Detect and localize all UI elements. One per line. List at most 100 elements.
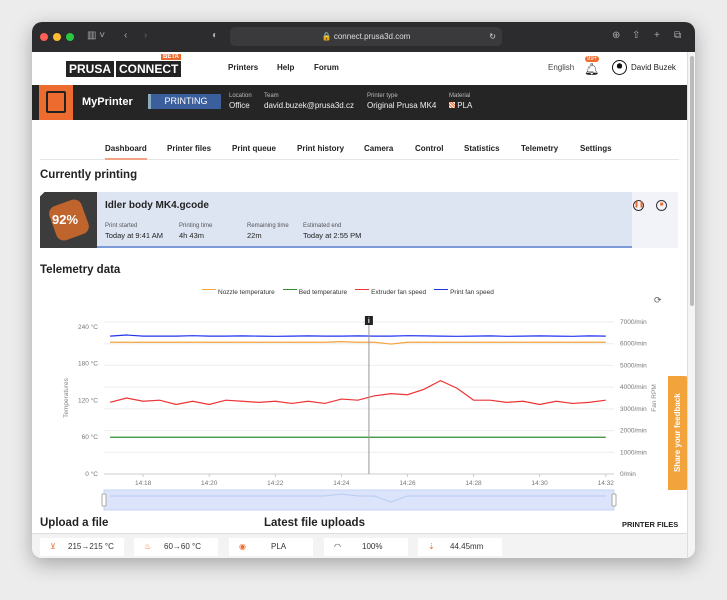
nozzle-status: ⊻ 215→215 °C (40, 538, 124, 556)
close-window-button[interactable] (40, 33, 48, 41)
forward-icon[interactable]: › (144, 30, 148, 41)
nozzle-icon: ⊻ (50, 542, 56, 551)
legend-marker-icon (282, 289, 297, 295)
type-label: Printer type (367, 93, 398, 99)
status-bar: ⊻ 215→215 °C ♨ 60→60 °C ◉ PLA ◠ 100% ⇣ 44.45m… (32, 533, 687, 558)
legend-item[interactable]: Nozzle temperature (202, 289, 275, 296)
logo[interactable]: PRUSA CONNECT (66, 61, 182, 77)
user-name[interactable]: David Buzek (631, 63, 676, 72)
tab-print-queue[interactable]: Print queue (232, 144, 277, 153)
job-file-name: Idler body MK4.gcode (105, 200, 209, 211)
x-tick-label: 14:32 (598, 480, 615, 487)
nav-printers[interactable]: Printers (228, 63, 259, 72)
job-field: Printing time 4h 43m (179, 223, 212, 240)
sidebar-icon[interactable]: ▥ ˅ (87, 30, 106, 41)
navigator-handle-right[interactable] (611, 493, 617, 507)
legend-item[interactable]: Print fan speed (434, 289, 494, 296)
refresh-icon[interactable]: ⟳ (654, 295, 662, 305)
tab-statistics[interactable]: Statistics (464, 144, 500, 153)
notification-count: 99+ (585, 56, 600, 62)
legend-item[interactable]: Bed temperature (282, 289, 347, 296)
reload-icon[interactable]: ↻ (489, 32, 496, 41)
feedback-label: Share your feedback (673, 393, 682, 473)
speed-value: 100% (362, 542, 383, 551)
team: Team david.buzek@prusa3d.cz (264, 93, 354, 110)
bed-status: ♨ 60→60 °C (134, 538, 218, 556)
y2-tick-label: 2000/min (620, 428, 647, 435)
x-tick-label: 14:24 (333, 480, 350, 487)
navigator-handle-left[interactable] (101, 493, 107, 507)
tab-dashboard[interactable]: Dashboard (105, 144, 147, 160)
share-icon[interactable]: ⇧ (632, 30, 641, 41)
material-label: Material (449, 93, 471, 99)
maximize-window-button[interactable] (66, 33, 74, 41)
material-value: PLA (457, 101, 473, 110)
site-header: PRUSA CONNECT BETA Printers Help Forum En… (32, 52, 687, 85)
stop-button[interactable]: ■ (656, 200, 667, 211)
z-value: 44.45mm (450, 542, 484, 551)
tabs-icon[interactable]: ⧉ (674, 30, 682, 41)
shield-icon[interactable]: ◐ (212, 30, 219, 41)
location-label: Location (229, 93, 252, 99)
tab-printer-files[interactable]: Printer files (167, 144, 212, 153)
new-tab-icon[interactable]: + (654, 30, 660, 41)
browser-toolbar: ▥ ˅ ‹ › ◐ 🔒 connect.prusa3d.com ↻ ⊕ ⇧ + ⧉ (32, 22, 695, 52)
telemetry-chart: 0/min 1000/min 2000/min 3000/min 4000/min 500… (63, 316, 658, 511)
printer-name: MyPrinter (82, 96, 133, 108)
browser-window: ▥ ˅ ‹ › ◐ 🔒 connect.prusa3d.com ↻ ⊕ ⇧ + ⧉… (32, 22, 695, 558)
tab-control[interactable]: Control (415, 144, 444, 153)
printer-files-link[interactable]: PRINTER FILES (622, 520, 679, 529)
y-axis-label: Temperatures (63, 377, 70, 417)
avatar[interactable] (612, 60, 627, 75)
x-tick-label: 14:22 (267, 480, 284, 487)
series-line-1 (110, 341, 606, 345)
tab-camera[interactable]: Camera (364, 144, 394, 153)
printer-icon (39, 85, 73, 120)
job-field: Remaining time 22m (247, 223, 289, 240)
y2-tick-label: 3000/min (620, 406, 647, 413)
field-label: Remaining time (247, 223, 289, 229)
logo-connect: CONNECT (116, 61, 182, 77)
location-value: Office (229, 101, 250, 110)
y2-tick-label: 1000/min (620, 449, 647, 456)
spool-icon: ◉ (239, 542, 246, 551)
feedback-button[interactable]: Share your feedback (668, 376, 687, 490)
tab-settings[interactable]: Settings (580, 144, 612, 153)
location: Location Office (229, 93, 252, 110)
legend-item[interactable]: Extruder fan speed (355, 289, 426, 296)
download-icon[interactable]: ⊕ (612, 30, 621, 41)
nav-forum[interactable]: Forum (314, 63, 339, 72)
y-tick-label: 60 °C (82, 433, 99, 441)
current-job-card: 92% Idler body MK4.gcode Print started To… (40, 192, 678, 248)
pause-button[interactable]: ❚❚ (633, 200, 644, 211)
tab-bar: Dashboard Printer files Print queue Prin… (40, 140, 679, 160)
info-icon-label: i (368, 318, 370, 325)
tab-print-history[interactable]: Print history (297, 144, 345, 153)
page-scrollbar[interactable] (687, 52, 695, 558)
nav-help[interactable]: Help (277, 63, 295, 72)
printer-bar: MyPrinter PRINTING Location Office Team da… (32, 85, 687, 120)
material-status: ◉ PLA (229, 538, 313, 556)
field-label: Estimated end (303, 223, 342, 229)
tab-telemetry[interactable]: Telemetry (521, 144, 559, 153)
x-tick-label: 14:26 (399, 480, 416, 487)
chart-legend: Nozzle temperature Bed temperature Extru… (202, 289, 494, 296)
back-icon[interactable]: ‹ (124, 30, 128, 41)
printer-state-badge: PRINTING (148, 94, 221, 109)
material-swatch-icon (449, 102, 455, 108)
scrollbar-thumb[interactable] (690, 56, 694, 306)
series-line-4 (110, 334, 606, 337)
field-label: Printing time (179, 223, 213, 229)
field-label: Print started (105, 223, 138, 229)
job-thumbnail: 92% (40, 192, 97, 248)
address-bar[interactable]: 🔒 connect.prusa3d.com ↻ (230, 27, 502, 46)
x-tick-label: 14:28 (465, 480, 482, 487)
minimize-window-button[interactable] (53, 33, 61, 41)
field-value: 4h 43m (179, 231, 205, 240)
navigator-line (110, 493, 606, 503)
legend-label: Nozzle temperature (218, 289, 275, 296)
speed-status: ◠ 100% (324, 538, 408, 556)
bell-icon[interactable]: 🔔︎ (584, 62, 600, 76)
z-height-status: ⇣ 44.45mm (418, 538, 502, 556)
language-select[interactable]: English (548, 63, 575, 72)
